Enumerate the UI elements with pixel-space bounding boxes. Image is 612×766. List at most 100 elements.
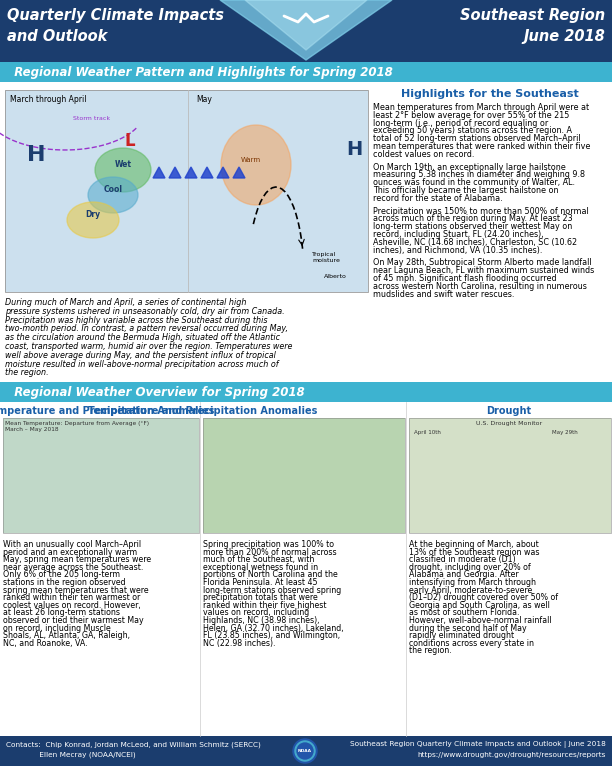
- Bar: [0, 82, 612, 382]
- Text: inches), and Richmond, VA (10.35 inches).: inches), and Richmond, VA (10.35 inches)…: [373, 246, 542, 254]
- Text: classified in moderate (D1): classified in moderate (D1): [409, 555, 516, 565]
- Text: coast, transported warm, humid air over the region. Temperatures were: coast, transported warm, humid air over …: [5, 342, 293, 351]
- Text: Spring precipitation was 100% to: Spring precipitation was 100% to: [203, 540, 334, 549]
- Text: Georgia and South Carolina, as well: Georgia and South Carolina, as well: [409, 601, 550, 610]
- Text: Southeast Region
June 2018: Southeast Region June 2018: [460, 8, 605, 44]
- Text: Drought: Drought: [487, 406, 532, 416]
- Text: rapidly eliminated drought: rapidly eliminated drought: [409, 631, 514, 640]
- Text: Ellen Mecray (NOAA/NCEI): Ellen Mecray (NOAA/NCEI): [6, 752, 136, 758]
- Text: ounces was found in the community of Walter, AL.: ounces was found in the community of Wal…: [373, 178, 575, 187]
- Text: long-term (i.e., period of record equaling or: long-term (i.e., period of record equali…: [373, 119, 548, 128]
- Text: Southeast Region Quarterly Climate Impacts and Outlook | June 2018: Southeast Region Quarterly Climate Impac…: [350, 741, 606, 748]
- Text: values on record, including: values on record, including: [203, 608, 309, 617]
- Bar: [0, 736, 612, 766]
- Text: mudslides and swift water rescues.: mudslides and swift water rescues.: [373, 290, 514, 299]
- Text: of 45 mph. Significant flash flooding occurred: of 45 mph. Significant flash flooding oc…: [373, 274, 557, 283]
- Text: at least 26 long-term stations: at least 26 long-term stations: [3, 608, 120, 617]
- Text: the region.: the region.: [409, 647, 452, 656]
- Text: Precipitation was highly variable across the Southeast during this: Precipitation was highly variable across…: [5, 316, 267, 325]
- Text: moisture resulted in well-above-normal precipitation across much of: moisture resulted in well-above-normal p…: [5, 359, 278, 368]
- Polygon shape: [169, 167, 181, 178]
- Bar: [409, 418, 611, 533]
- Text: Helen, GA (32.70 inches), Lakeland,: Helen, GA (32.70 inches), Lakeland,: [203, 624, 343, 633]
- Text: On May 28th, Subtropical Storm Alberto made landfall: On May 28th, Subtropical Storm Alberto m…: [373, 258, 592, 267]
- Text: Temperature and Precipitation Anomalies: Temperature and Precipitation Anomalies: [0, 406, 215, 416]
- Text: total of 52 long-term stations observed March–April: total of 52 long-term stations observed …: [373, 134, 581, 143]
- Text: much of the Southeast, with: much of the Southeast, with: [203, 555, 315, 565]
- Bar: [0, 62, 612, 82]
- Text: drought, including over 20% of: drought, including over 20% of: [409, 563, 531, 571]
- Text: early April, moderate-to-severe: early April, moderate-to-severe: [409, 585, 532, 594]
- Text: period and an exceptionally warm: period and an exceptionally warm: [3, 548, 137, 557]
- Text: Wet: Wet: [114, 160, 132, 169]
- Bar: [3, 418, 199, 533]
- Text: Warm: Warm: [241, 157, 261, 163]
- Text: coldest values on record.: coldest values on record.: [373, 150, 474, 159]
- Bar: [203, 418, 405, 533]
- Text: observed or tied their warmest May: observed or tied their warmest May: [3, 616, 144, 625]
- Text: mean temperatures that were ranked within their five: mean temperatures that were ranked withi…: [373, 142, 591, 151]
- Text: record for the state of Alabama.: record for the state of Alabama.: [373, 194, 502, 203]
- Text: least 2°F below average for over 55% of the 215: least 2°F below average for over 55% of …: [373, 111, 569, 119]
- Text: across western North Carolina, resulting in numerous: across western North Carolina, resulting…: [373, 282, 587, 291]
- Text: NOAA: NOAA: [298, 749, 312, 753]
- Text: across much of the region during May. At least 23: across much of the region during May. At…: [373, 214, 573, 224]
- Bar: [3, 418, 199, 533]
- Text: intensifying from March through: intensifying from March through: [409, 578, 536, 587]
- Polygon shape: [153, 167, 165, 178]
- Text: two-month period. In contrast, a pattern reversal occurred during May,: two-month period. In contrast, a pattern…: [5, 324, 288, 333]
- Text: Precipitation was 150% to more than 500% of normal: Precipitation was 150% to more than 500%…: [373, 207, 589, 215]
- Polygon shape: [217, 167, 229, 178]
- Text: Temperature and Precipitation Anomalies: Temperature and Precipitation Anomalies: [88, 406, 318, 416]
- Text: H: H: [27, 145, 45, 165]
- Circle shape: [295, 741, 315, 761]
- Text: the region.: the region.: [5, 368, 48, 378]
- Text: H: H: [346, 140, 362, 159]
- Bar: [5, 90, 368, 292]
- Text: near average across the Southeast.: near average across the Southeast.: [3, 563, 143, 571]
- Text: measuring 5.38 inches in diameter and weighing 9.8: measuring 5.38 inches in diameter and we…: [373, 170, 585, 179]
- Text: near Laguna Beach, FL with maximum sustained winds: near Laguna Beach, FL with maximum susta…: [373, 267, 594, 275]
- Text: as the circulation around the Bermuda High, situated off the Atlantic: as the circulation around the Bermuda Hi…: [5, 333, 280, 342]
- Text: during the second half of May: during the second half of May: [409, 624, 526, 633]
- Text: With an unusually cool March–April: With an unusually cool March–April: [3, 540, 141, 549]
- Text: FL (23.85 inches), and Wilmington,: FL (23.85 inches), and Wilmington,: [203, 631, 340, 640]
- Bar: [5, 90, 368, 292]
- Text: on record, including Muscle: on record, including Muscle: [3, 624, 111, 633]
- Polygon shape: [245, 0, 367, 50]
- Text: U.S. Drought Monitor: U.S. Drought Monitor: [476, 421, 542, 426]
- Ellipse shape: [221, 125, 291, 205]
- Text: ranked within their ten warmest or: ranked within their ten warmest or: [3, 593, 140, 602]
- Text: Mean Temperature: Departure from Average (°F)
March – May 2018: Mean Temperature: Departure from Average…: [5, 421, 149, 432]
- Text: At the beginning of March, about: At the beginning of March, about: [409, 540, 539, 549]
- Text: Contacts:  Chip Konrad, Jordan McLeod, and William Schmitz (SERCC): Contacts: Chip Konrad, Jordan McLeod, an…: [6, 741, 261, 748]
- Text: as most of southern Florida.: as most of southern Florida.: [409, 608, 520, 617]
- Text: Dry: Dry: [86, 210, 100, 219]
- Ellipse shape: [67, 202, 119, 238]
- Text: This officially became the largest hailstone on: This officially became the largest hails…: [373, 186, 559, 195]
- Text: more than 200% of normal across: more than 200% of normal across: [203, 548, 337, 557]
- Text: spring mean temperatures that were: spring mean temperatures that were: [3, 585, 149, 594]
- Polygon shape: [201, 167, 213, 178]
- Text: coolest values on record. However,: coolest values on record. However,: [3, 601, 141, 610]
- Text: However, well-above-normal rainfall: However, well-above-normal rainfall: [409, 616, 551, 625]
- Circle shape: [297, 743, 313, 759]
- Bar: [409, 418, 611, 533]
- Ellipse shape: [95, 148, 151, 192]
- Bar: [0, 0, 612, 62]
- Text: well above average during May, and the persistent influx of tropical: well above average during May, and the p…: [5, 351, 276, 360]
- Bar: [203, 418, 405, 533]
- Text: Tropical
moisture: Tropical moisture: [312, 252, 340, 263]
- Text: April 10th: April 10th: [414, 430, 441, 435]
- Text: exceeding 50 years) stations across the region. A: exceeding 50 years) stations across the …: [373, 126, 572, 136]
- Text: long-term stations observed spring: long-term stations observed spring: [203, 585, 341, 594]
- Text: Regional Weather Pattern and Highlights for Spring 2018: Regional Weather Pattern and Highlights …: [6, 66, 393, 79]
- Text: May, spring mean temperatures were: May, spring mean temperatures were: [3, 555, 151, 565]
- Text: 13% of the Southeast region was: 13% of the Southeast region was: [409, 548, 540, 557]
- Polygon shape: [185, 167, 197, 178]
- Text: NC, and Roanoke, VA.: NC, and Roanoke, VA.: [3, 639, 88, 648]
- Text: Highlands, NC (38.98 inches),: Highlands, NC (38.98 inches),: [203, 616, 319, 625]
- Text: Asheville, NC (14.68 inches), Charleston, SC (10.62: Asheville, NC (14.68 inches), Charleston…: [373, 237, 577, 247]
- Text: https://www.drought.gov/drought/resources/reports: https://www.drought.gov/drought/resource…: [417, 752, 606, 758]
- Text: Quarterly Climate Impacts
and Outlook: Quarterly Climate Impacts and Outlook: [7, 8, 224, 44]
